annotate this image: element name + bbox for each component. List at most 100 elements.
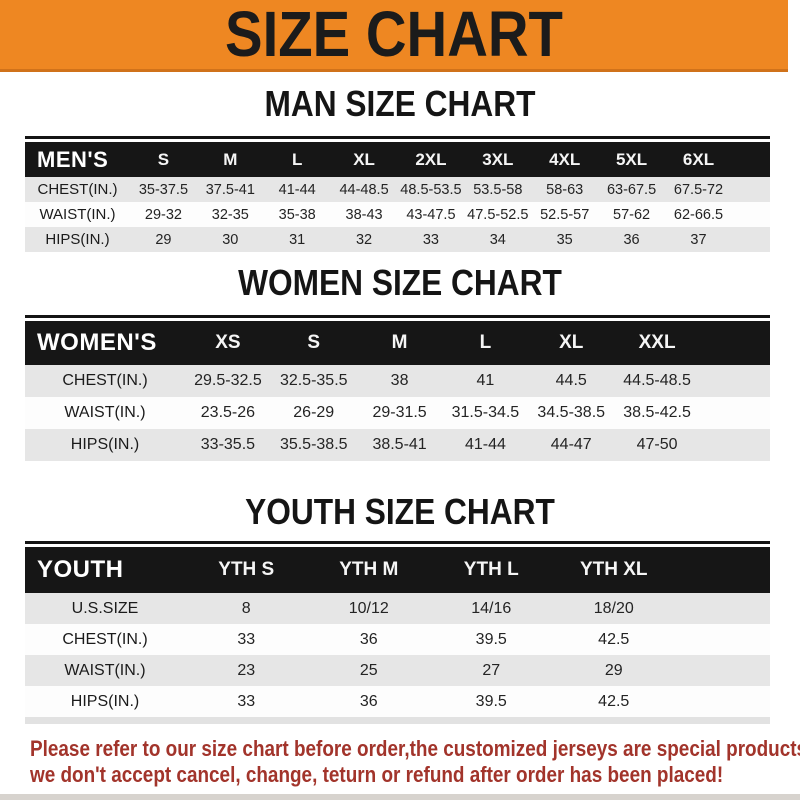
column-header: 5XL: [598, 142, 665, 177]
size-value: 35-37.5: [138, 181, 189, 198]
size-value: 29.5-32.5: [194, 372, 262, 389]
column-header: YTH S: [185, 547, 308, 593]
size-value: 48.5-53.5: [400, 181, 462, 198]
size-value: 29: [155, 231, 172, 248]
size-value: 47.5-52.5: [467, 206, 529, 223]
size-value: 14/16: [471, 599, 512, 617]
section-women: WOMEN SIZE CHART WOMEN'S XS S M L XL XXL CHEST(…: [0, 265, 800, 461]
bottom-edge-strip: [0, 794, 800, 800]
column-header: YTH XL: [552, 547, 675, 593]
table-corner-label: YOUTH: [25, 547, 185, 593]
column-header: 6XL: [665, 142, 732, 177]
size-value: 53.5-58: [473, 181, 523, 198]
table-row: U.S.SIZE 8 10/12 14/16 18/20: [25, 593, 770, 624]
table-row: WAIST(IN.) 29-32 32-35 35-38 38-43 43-47.5 47.…: [25, 202, 770, 227]
size-value: 41-44: [278, 181, 316, 198]
footer-note-line2: we don't accept cancel, change, teturn o…: [30, 762, 724, 787]
size-value: 34.5-38.5: [537, 404, 606, 421]
spacer-cell: [675, 655, 770, 686]
column-header: XXL: [614, 321, 700, 365]
column-header: M: [356, 321, 443, 365]
size-value: 47-50: [636, 436, 678, 453]
size-value: 38.5-42.5: [623, 404, 691, 421]
size-value: 34: [489, 231, 506, 248]
size-value: 35-38: [278, 206, 316, 223]
size-value: 38.5-41: [372, 436, 427, 453]
table-row: HIPS(IN.) 33-35.5 35.5-38.5 38.5-41 41-44 44-…: [25, 429, 770, 461]
size-value: 35.5-38.5: [279, 436, 348, 453]
column-header: L: [263, 142, 331, 177]
spacer-cell: [675, 547, 770, 593]
size-value: 38: [390, 372, 409, 389]
section-youth: YOUTH SIZE CHART YOUTH YTH S YTH M YTH L YTH…: [0, 494, 800, 724]
spacer-cell: [675, 593, 770, 624]
column-header: XL: [528, 321, 615, 365]
table-header-row: MEN'S S M L XL 2XL 3XL 4XL 5XL 6XL: [25, 142, 770, 177]
heading-man-size-chart: MAN SIZE CHART: [0, 86, 800, 122]
youth-size-table: YOUTH YTH S YTH M YTH L YTH XL U.S.SIZE 8 10/12…: [25, 547, 770, 717]
size-value: 27: [482, 661, 501, 679]
table-header-row: YOUTH YTH S YTH M YTH L YTH XL: [25, 547, 770, 593]
size-value: 31.5-34.5: [451, 404, 520, 421]
size-value: 31: [289, 231, 306, 248]
spacer-cell: [675, 624, 770, 655]
heading-man-size-chart-text: MAN SIZE CHART: [264, 83, 536, 124]
size-value: 29-31.5: [372, 404, 427, 421]
size-value: 37.5-41: [205, 181, 255, 198]
size-value: 33: [237, 692, 256, 710]
men-size-table: MEN'S S M L XL 2XL 3XL 4XL 5XL 6XL CHEST(IN.) 35-37…: [25, 142, 770, 252]
size-value: 32-35: [211, 206, 249, 223]
spacer-cell: [732, 227, 770, 252]
size-value: 41-44: [464, 436, 506, 453]
heading-women-size-chart-text: WOMEN SIZE CHART: [238, 262, 562, 303]
women-size-table: WOMEN'S XS S M L XL XXL CHEST(IN.) 29.5-32.5 32.5…: [25, 321, 770, 461]
spacer-cell: [675, 686, 770, 717]
table-corner-label: MEN'S: [25, 142, 130, 177]
row-label: CHEST(IN.): [37, 181, 118, 198]
size-value: 39.5: [475, 630, 507, 648]
table-row: CHEST(IN.) 33 36 39.5 42.5: [25, 624, 770, 655]
table-row: WAIST(IN.) 23 25 27 29: [25, 655, 770, 686]
size-value: 41: [476, 372, 495, 389]
column-header: 2XL: [397, 142, 465, 177]
heading-youth-size-chart-text: YOUTH SIZE CHART: [245, 491, 555, 532]
size-value: 67.5-72: [673, 181, 724, 198]
size-value: 38-43: [345, 206, 383, 223]
size-value: 23.5-26: [200, 404, 256, 421]
spacer-cell: [700, 321, 770, 365]
row-label: U.S.SIZE: [71, 599, 139, 617]
row-label: WAIST(IN.): [39, 206, 116, 223]
men-table-frame: MEN'S S M L XL 2XL 3XL 4XL 5XL 6XL CHEST(IN.) 35-37…: [25, 136, 770, 252]
size-value: 37: [690, 231, 707, 248]
row-label: CHEST(IN.): [62, 630, 148, 648]
size-value: 42.5: [598, 630, 630, 648]
size-value: 62-66.5: [673, 206, 724, 223]
spacer-cell: [732, 202, 770, 227]
table-corner-label: WOMEN'S: [25, 321, 185, 365]
size-value: 42.5: [598, 692, 630, 710]
size-value: 29-32: [144, 206, 182, 223]
size-value: 43-47.5: [406, 206, 456, 223]
table-row: WAIST(IN.) 23.5-26 26-29 29-31.5 31.5-34.5 34…: [25, 397, 770, 429]
size-value: 25: [359, 661, 378, 679]
size-value: 10/12: [348, 599, 389, 617]
table-row: CHEST(IN.) 29.5-32.5 32.5-35.5 38 41 44.5 44.5…: [25, 365, 770, 397]
size-value: 29: [604, 661, 623, 679]
row-label: HIPS(IN.): [70, 436, 140, 453]
spacer-cell: [700, 365, 770, 397]
size-value: 58-63: [546, 181, 584, 198]
column-header: XS: [185, 321, 271, 365]
size-value: 33: [422, 231, 439, 248]
spacer-cell: [700, 397, 770, 429]
size-value: 36: [623, 231, 640, 248]
size-value: 44-47: [550, 436, 592, 453]
table-row: HIPS(IN.) 33 36 39.5 42.5: [25, 686, 770, 717]
size-value: 44.5: [555, 372, 587, 389]
size-value: 35: [556, 231, 573, 248]
spacer-cell: [732, 177, 770, 202]
youth-table-frame: YOUTH YTH S YTH M YTH L YTH XL U.S.SIZE 8 10/12…: [25, 541, 770, 724]
column-header: M: [196, 142, 264, 177]
size-value: 36: [359, 630, 378, 648]
size-value: 33-35.5: [200, 436, 256, 453]
